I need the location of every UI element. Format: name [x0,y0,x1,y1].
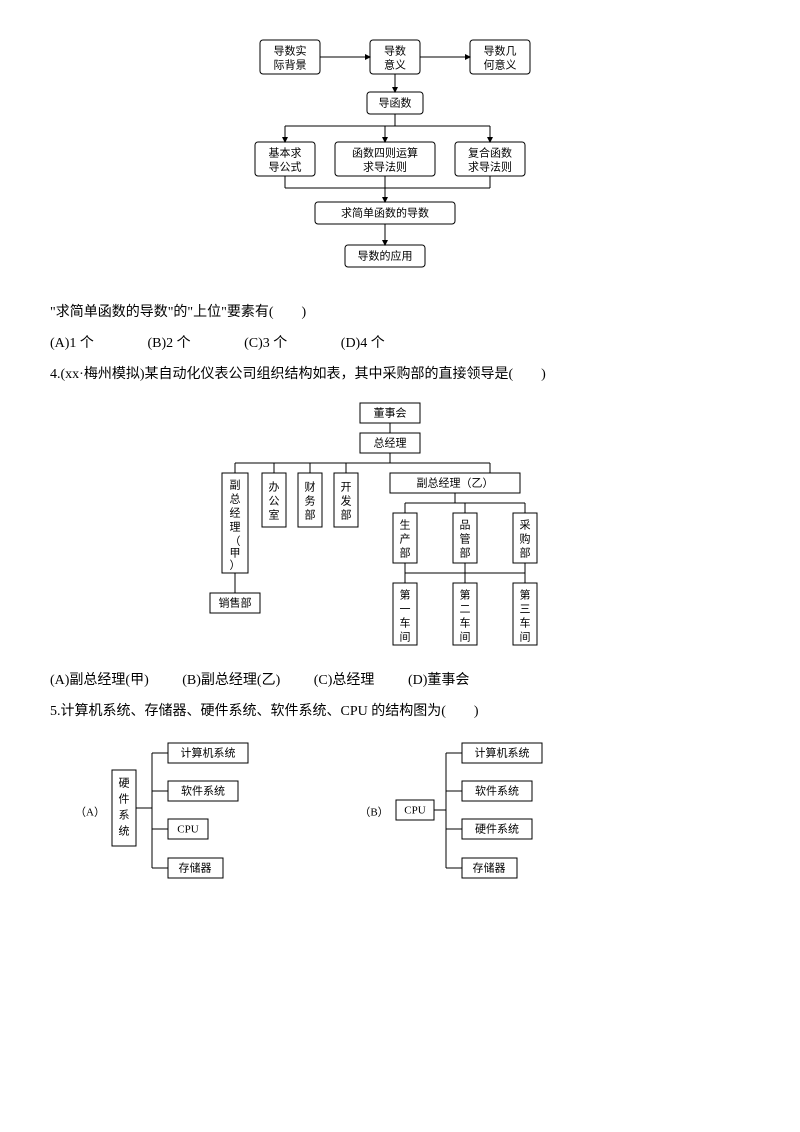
svg-text:部: 部 [520,545,531,559]
svg-text:发: 发 [341,493,352,507]
q5-option-a-diagram: （A） 硬 件 系 统 计算机系统 软件系统 CPU 存储器 [70,738,330,888]
q5-stem: 5.计算机系统、存储器、硬件系统、软件系统、CPU 的结构图为( ) [50,699,750,724]
d1-node9: 导数的应用 [358,249,413,263]
svg-text:计算机系统: 计算机系统 [181,745,236,759]
svg-text:室: 室 [269,507,280,521]
svg-text:系: 系 [119,808,130,821]
svg-text:公: 公 [269,495,280,507]
d1-node7-line1: 复合函数 [468,146,512,160]
svg-text:部: 部 [341,507,352,521]
svg-text:硬件系统: 硬件系统 [475,822,519,835]
svg-text:第: 第 [400,587,411,601]
svg-text:硬: 硬 [119,776,130,789]
d1-node2-line2: 意义 [384,58,406,72]
svg-text:甲: 甲 [230,547,241,559]
svg-text:部: 部 [400,545,411,559]
svg-text:车: 车 [400,615,411,629]
svg-text:品: 品 [460,518,471,531]
svg-text:办: 办 [269,480,280,493]
svg-text:）: ） [230,558,241,571]
q4-optB: (B)副总经理(乙) [182,668,280,693]
svg-text:产: 产 [400,531,411,545]
svg-text:件: 件 [119,792,130,805]
svg-text:统: 统 [119,824,130,837]
d1-node8: 求简单函数的导数 [341,206,429,220]
svg-text:第: 第 [520,587,531,601]
d1-node7-line2: 求导法则 [468,160,512,174]
svg-text:二: 二 [460,603,471,615]
q3-optD: (D)4 个 [341,331,385,356]
svg-text:一: 一 [400,603,411,615]
org-board: 董事会 [374,406,407,419]
svg-text:间: 间 [400,630,411,643]
derivatives-flowchart: 导数实 际背景 导数 意义 导数几 何意义 导函数 基本求 导公式 函数四则运算… [220,30,580,290]
svg-text:车: 车 [460,615,471,629]
q3-optC: (C)3 个 [244,331,287,356]
q5a-label: （A） [75,805,105,818]
d1-node1-line2: 际背景 [274,58,307,72]
svg-text:采: 采 [520,518,531,531]
d1-node2-line1: 导数 [384,45,406,58]
q3-optA: (A)1 个 [50,331,94,356]
svg-text:软件系统: 软件系统 [475,783,519,797]
svg-text:间: 间 [460,630,471,643]
svg-text:车: 车 [520,615,531,629]
svg-text:CPU: CPU [404,804,425,816]
q4-stem: 4.(xx·梅州模拟)某自动化仪表公司组织结构如表，其中采购部的直接领导是( ) [50,362,750,387]
d1-node5-line2: 导公式 [269,161,302,174]
svg-text:生: 生 [400,517,411,531]
svg-text:软件系统: 软件系统 [181,783,225,797]
q4-optD: (D)董事会 [408,668,469,693]
q3-options: (A)1 个 (B)2 个 (C)3 个 (D)4 个 [50,331,750,356]
svg-text:理: 理 [230,520,241,533]
d1-node5-line1: 基本求 [269,146,302,160]
d1-node4: 导函数 [379,97,412,110]
svg-text:三: 三 [520,603,531,615]
q3-optB: (B)2 个 [147,331,190,356]
org-sales: 销售部 [219,595,252,609]
svg-text:开: 开 [341,481,352,493]
q4-options: (A)副总经理(甲) (B)副总经理(乙) (C)总经理 (D)董事会 [50,668,750,693]
q5b-label: （B） [359,805,388,818]
q5-option-b-diagram: （B） CPU 计算机系统 软件系统 硬件系统 存储器 [354,738,614,888]
d1-node3-line1: 导数几 [484,45,517,58]
svg-text:管: 管 [460,531,471,545]
org-gm: 总经理 [374,435,407,449]
svg-text:（: （ [230,534,241,547]
d1-node6-line2: 求导法则 [363,160,407,174]
svg-text:存储器: 存储器 [472,860,505,874]
svg-text:务: 务 [305,494,316,507]
org-vgm-b: 副总经理（乙） [417,475,494,489]
svg-text:间: 间 [520,630,531,643]
q4-optC: (C)总经理 [314,668,375,693]
d1-node6-line1: 函数四则运算 [352,146,418,160]
q3-stem: "求简单函数的导数"的"上位"要素有( ) [50,300,750,325]
org-chart: 董事会 总经理 副 总 经 理 （ 甲 ） 办 公 室 财 务 部 开 发 部 … [180,398,620,658]
svg-text:第: 第 [460,587,471,601]
q4-optA: (A)副总经理(甲) [50,668,149,693]
svg-text:经: 经 [230,506,241,519]
svg-text:存储器: 存储器 [179,860,212,874]
svg-text:CPU: CPU [177,823,198,835]
d1-node1-line1: 导数实 [274,44,307,58]
svg-text:副: 副 [230,478,241,491]
svg-text:购: 购 [520,531,531,545]
svg-text:总: 总 [230,491,241,505]
svg-text:财: 财 [305,479,316,493]
svg-text:部: 部 [305,507,316,521]
svg-text:部: 部 [460,545,471,559]
svg-text:计算机系统: 计算机系统 [474,745,529,759]
d1-node3-line2: 何意义 [484,58,517,72]
